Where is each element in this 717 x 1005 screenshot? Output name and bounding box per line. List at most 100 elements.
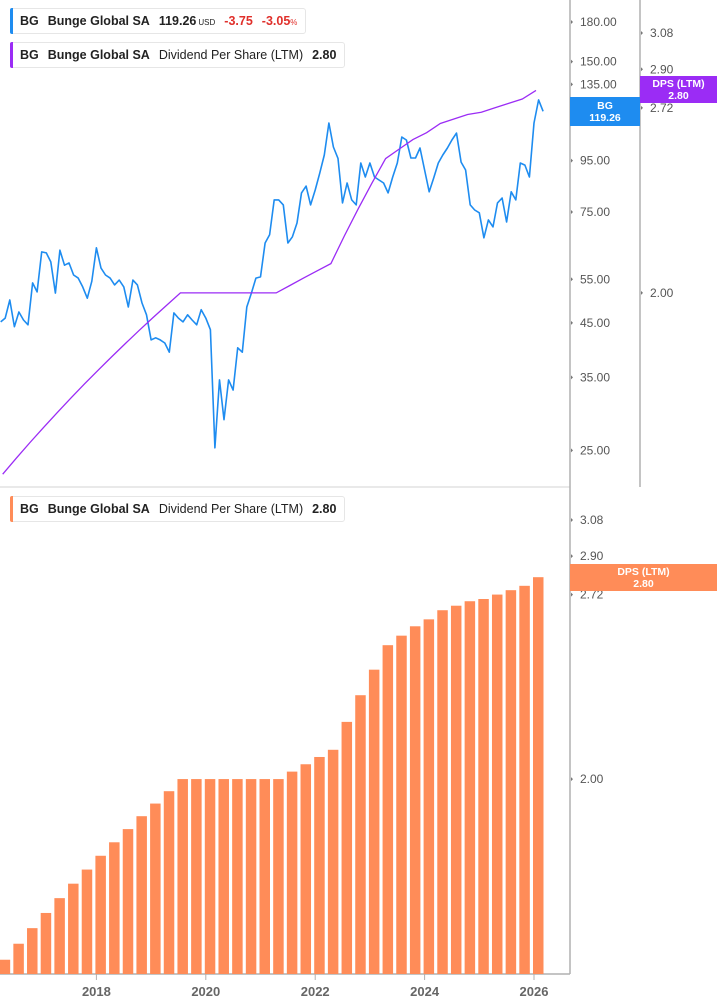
dps-bar-tick-label-mark bbox=[571, 554, 573, 559]
dps-bar bbox=[95, 855, 106, 974]
legend-company: Bunge Global SA bbox=[47, 502, 150, 516]
legend-change-pct: -3.05% bbox=[262, 14, 298, 28]
dps-bar bbox=[245, 779, 257, 974]
x-tick-label: 2024 bbox=[410, 984, 440, 999]
dps-bar bbox=[533, 577, 544, 974]
dps-legend-top[interactable]: BG Bunge Global SA Dividend Per Share (L… bbox=[10, 42, 346, 68]
dps-bar bbox=[368, 669, 380, 974]
dps-bar-tick-label-mark bbox=[571, 777, 573, 782]
dps-bar bbox=[13, 943, 24, 974]
dps-bar bbox=[355, 695, 366, 974]
price-tick-label-mark bbox=[571, 277, 573, 282]
dps-bar bbox=[491, 594, 503, 974]
legend-value: 2.80 bbox=[312, 502, 337, 516]
dps-tick-label: 3.08 bbox=[650, 26, 674, 40]
legend-value: 2.80 bbox=[312, 48, 337, 62]
dps-bar bbox=[177, 779, 188, 974]
dps-tag-value: 2.80 bbox=[633, 577, 654, 590]
price-tick-label-mark bbox=[571, 320, 573, 325]
dps-bar bbox=[191, 779, 202, 974]
price-tick-label: 150.00 bbox=[580, 55, 617, 69]
x-tick-label: 2018 bbox=[82, 984, 111, 999]
dps-legend-accent bbox=[10, 42, 13, 68]
legend-change: -3.75 bbox=[224, 14, 253, 28]
dps-bar bbox=[327, 749, 339, 974]
x-tick-label: 2022 bbox=[301, 984, 330, 999]
dps-bar bbox=[259, 779, 270, 974]
price-tag: BG 119.26 bbox=[570, 97, 640, 126]
dps-bar bbox=[163, 791, 175, 974]
dps-bar-tick-label: 2.00 bbox=[580, 772, 604, 786]
dps-legend-bottom[interactable]: BG Bunge Global SA Dividend Per Share (L… bbox=[10, 496, 346, 522]
dps-bar bbox=[81, 869, 93, 974]
dps-bar bbox=[478, 599, 489, 974]
dps-tick-label-mark bbox=[641, 105, 643, 110]
price-tick-label: 45.00 bbox=[580, 316, 610, 330]
price-tick-label-mark bbox=[571, 82, 573, 87]
price-legend[interactable]: BG Bunge Global SA 119.26 USD -3.75 -3.05… bbox=[10, 8, 307, 34]
dps-bar-tick-label-mark bbox=[571, 518, 573, 522]
dps-bar-tick-label: 2.72 bbox=[580, 588, 604, 602]
price-tick-label: 25.00 bbox=[580, 443, 610, 457]
price-tag-ticker: BG bbox=[597, 99, 613, 112]
dps-bar bbox=[232, 779, 243, 974]
price-tick-label-mark bbox=[571, 209, 573, 214]
dps-bar bbox=[40, 912, 52, 974]
dps-tick-label: 2.72 bbox=[650, 101, 674, 115]
dps-bar bbox=[218, 779, 229, 974]
dps-tick-label: 2.90 bbox=[650, 62, 674, 76]
price-tick-label: 75.00 bbox=[580, 205, 610, 219]
price-tick-label: 135.00 bbox=[580, 77, 617, 91]
dps-tag-value: 2.80 bbox=[668, 89, 689, 102]
pct-sign: % bbox=[290, 18, 298, 27]
price-line bbox=[0, 99, 544, 449]
dps-bar bbox=[286, 771, 298, 974]
legend-metric: Dividend Per Share (LTM) bbox=[158, 502, 304, 516]
dps-bar bbox=[382, 645, 394, 974]
price-tick-label-mark bbox=[571, 448, 573, 453]
dps-bar bbox=[109, 842, 120, 974]
price-legend-accent bbox=[10, 8, 13, 34]
dps-tag-bottom: DPS (LTM) 2.80 bbox=[570, 564, 717, 591]
dps-tag-label: DPS (LTM) bbox=[617, 565, 670, 578]
dps-bar-tick-label: 3.08 bbox=[580, 513, 604, 527]
dps-bar bbox=[519, 585, 530, 974]
dps-tick-label-mark bbox=[641, 67, 643, 72]
dps-bar bbox=[150, 803, 161, 974]
dps-bar-legend-accent bbox=[10, 496, 13, 522]
legend-company: Bunge Global SA bbox=[47, 48, 150, 62]
dps-bar bbox=[396, 635, 407, 974]
dps-bar bbox=[136, 816, 147, 974]
dps-tick-label-mark bbox=[641, 290, 643, 295]
dps-bar bbox=[464, 601, 476, 974]
legend-metric: Dividend Per Share (LTM) bbox=[158, 48, 304, 62]
dps-tick-label-mark bbox=[641, 31, 643, 35]
dps-bar bbox=[27, 928, 38, 974]
dps-bar bbox=[122, 829, 134, 974]
dps-bar bbox=[68, 883, 79, 974]
price-tick-label-mark bbox=[571, 59, 573, 64]
dps-bar bbox=[437, 610, 448, 974]
dps-bars bbox=[0, 577, 544, 974]
x-tick-label: 2020 bbox=[191, 984, 220, 999]
dps-bar bbox=[341, 721, 353, 974]
legend-ticker: BG bbox=[20, 48, 39, 62]
price-tick-label-mark bbox=[571, 158, 573, 163]
dps-bar bbox=[314, 756, 325, 974]
dps-line bbox=[2, 89, 537, 475]
dps-bar-tick-label-mark bbox=[571, 592, 573, 597]
price-tick-label-mark bbox=[571, 375, 573, 380]
dps-bar bbox=[273, 779, 284, 974]
dps-tag-label: DPS (LTM) bbox=[652, 77, 705, 90]
price-value: 119.26 bbox=[158, 14, 197, 28]
dps-bar bbox=[0, 959, 11, 974]
price-tag-value: 119.26 bbox=[589, 111, 621, 124]
price-tick-label: 35.00 bbox=[580, 370, 610, 384]
legend-ticker: BG bbox=[20, 502, 39, 516]
dps-bar bbox=[54, 898, 65, 974]
price-tick-label: 95.00 bbox=[580, 154, 610, 168]
currency: USD bbox=[198, 18, 216, 27]
dps-bar bbox=[423, 619, 435, 974]
price-tick-label: 180.00 bbox=[580, 15, 617, 29]
